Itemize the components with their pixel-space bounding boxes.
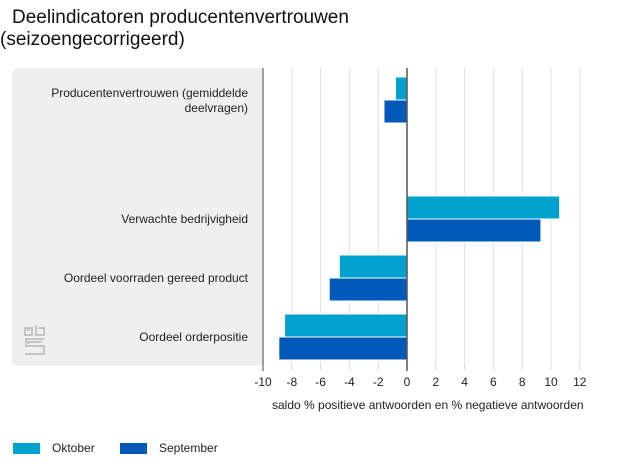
cbs-logo-icon (24, 325, 45, 355)
bar-oktober-2 (338, 254, 408, 279)
category-label-line: Oordeel orderpositie (139, 330, 248, 344)
x-tick-label: 8 (519, 375, 526, 389)
x-tick-label: 4 (461, 375, 468, 389)
legend-item-september: September (120, 441, 218, 455)
bar-oktober-3 (284, 313, 408, 338)
legend-swatch-oktober (13, 442, 40, 454)
x-tick-label: 0 (404, 375, 411, 389)
legend-label-september: September (159, 441, 218, 455)
bar-september-2 (328, 277, 408, 302)
chart-subtitle: (seizoengecorrigeerd) (0, 29, 185, 50)
category-label: Verwachte bedrijvigheid (8, 212, 248, 227)
category-label-line: Producentenvertrouwen (gemiddelde (51, 86, 248, 100)
x-tick-label: -10 (254, 375, 272, 389)
x-tick-label: -2 (373, 375, 384, 389)
legend-label-oktober: Oktober (52, 441, 95, 455)
legend-swatch-september (120, 442, 147, 454)
category-label: Oordeel orderpositie (8, 330, 248, 345)
chart-title-block: Deelindicatoren producentenvertrouwen (s… (0, 7, 349, 51)
category-label: Producentenvertrouwen (gemiddelde deelvra… (8, 86, 248, 116)
category-label-line: Verwachte bedrijvigheid (121, 212, 248, 226)
chart-title: Deelindicatoren producentenvertrouwen (12, 7, 349, 28)
legend-item-oktober: Oktober (13, 441, 95, 455)
x-tick-label: -4 (344, 375, 355, 389)
x-axis-label: saldo % positieve antwoorden en % negati… (272, 398, 584, 412)
bar-september-0 (383, 99, 408, 124)
x-tick-label: 12 (573, 375, 587, 389)
x-tick-label: 2 (432, 375, 439, 389)
category-label-line: deelvragen) (184, 101, 248, 115)
bar-oktober-0 (394, 76, 408, 101)
bar-september-3 (278, 336, 408, 361)
bar-oktober-1 (406, 195, 561, 220)
category-label-line: Oordeel voorraden gereed product (63, 271, 248, 285)
bar-september-1 (406, 218, 542, 243)
x-tick-label: -6 (315, 375, 326, 389)
x-tick-label: -8 (286, 375, 297, 389)
category-label: Oordeel voorraden gereed product (8, 271, 248, 286)
category-panel (12, 68, 263, 366)
x-tick-label: 10 (544, 375, 558, 389)
x-tick-label: 6 (490, 375, 497, 389)
